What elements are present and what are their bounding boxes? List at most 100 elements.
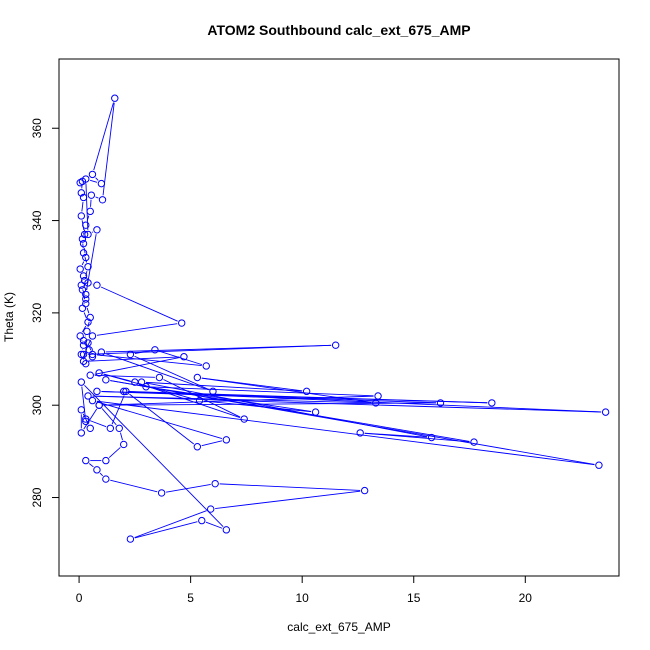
data-point bbox=[115, 424, 123, 432]
data-point bbox=[79, 249, 88, 257]
series-segment bbox=[205, 521, 223, 529]
data-point bbox=[79, 357, 88, 366]
data-point bbox=[79, 350, 88, 359]
data-point bbox=[120, 440, 128, 449]
data-point bbox=[88, 396, 97, 405]
data-point bbox=[595, 461, 603, 469]
data-point bbox=[93, 226, 101, 234]
series-segment bbox=[94, 357, 180, 375]
data-point bbox=[77, 189, 86, 197]
data-point bbox=[79, 272, 88, 280]
data-point bbox=[195, 396, 204, 405]
data-point bbox=[83, 327, 91, 336]
series-segment bbox=[93, 102, 114, 171]
data-point bbox=[126, 350, 135, 359]
series-segment bbox=[95, 196, 99, 199]
data-point bbox=[111, 94, 119, 102]
data-point bbox=[82, 290, 90, 299]
data-point bbox=[86, 207, 94, 216]
data-point bbox=[102, 456, 110, 465]
series-segment bbox=[364, 432, 470, 443]
series-segment bbox=[111, 395, 125, 425]
series-segment bbox=[89, 179, 98, 183]
data-point bbox=[82, 221, 90, 229]
series-segment bbox=[83, 312, 87, 319]
series-segment bbox=[81, 386, 86, 417]
chart-title: ATOM2 Southbound calc_ext_675_AMP bbox=[207, 22, 470, 38]
data-point bbox=[86, 424, 94, 432]
y-tick-label: 300 bbox=[30, 395, 44, 415]
data-point bbox=[82, 175, 90, 183]
series-segment bbox=[84, 257, 88, 263]
data-point bbox=[82, 456, 90, 465]
series-segment bbox=[120, 432, 123, 441]
series-segment bbox=[134, 521, 198, 539]
series-segment bbox=[103, 402, 437, 406]
data-point bbox=[102, 475, 110, 483]
data-point bbox=[193, 443, 202, 451]
data-point bbox=[77, 429, 86, 437]
data-point bbox=[436, 399, 445, 407]
data-point bbox=[80, 230, 89, 239]
data-point bbox=[86, 371, 94, 379]
data-point bbox=[84, 318, 92, 326]
data-point bbox=[79, 336, 88, 345]
series-segment bbox=[82, 413, 89, 425]
data-point bbox=[88, 350, 97, 359]
data-point bbox=[97, 348, 106, 356]
data-point bbox=[222, 436, 231, 444]
data-point bbox=[87, 191, 96, 199]
series-segment bbox=[102, 102, 115, 196]
data-point bbox=[356, 429, 364, 437]
series-segment bbox=[105, 353, 209, 391]
data-point bbox=[470, 438, 478, 446]
series-segment bbox=[96, 400, 595, 466]
series-segment bbox=[81, 201, 84, 212]
data-point bbox=[77, 378, 86, 386]
data-point bbox=[82, 415, 90, 423]
data-point bbox=[193, 373, 202, 382]
data-point bbox=[102, 376, 110, 384]
x-tick-label: 5 bbox=[187, 591, 194, 605]
data-point bbox=[126, 535, 135, 543]
series-segment bbox=[201, 440, 223, 447]
data-point bbox=[84, 230, 92, 239]
data-point bbox=[82, 299, 90, 308]
data-point bbox=[240, 415, 248, 423]
x-tick-label: 10 bbox=[296, 591, 310, 605]
series-segment bbox=[96, 323, 178, 336]
data-point bbox=[78, 304, 87, 312]
data-point bbox=[222, 526, 231, 534]
data-point bbox=[88, 170, 97, 179]
y-axis-label: Theta (K) bbox=[2, 292, 16, 342]
data-point bbox=[331, 341, 340, 349]
series-segment bbox=[96, 401, 223, 439]
x-tick-label: 0 bbox=[76, 591, 83, 605]
series-segment bbox=[138, 383, 241, 419]
data-point bbox=[209, 387, 217, 396]
data-point bbox=[98, 196, 107, 204]
series-segment bbox=[88, 463, 94, 468]
data-point bbox=[82, 417, 90, 426]
y-tick-label: 280 bbox=[30, 487, 44, 507]
data-point bbox=[77, 212, 86, 220]
series-segment bbox=[219, 483, 361, 491]
data-point bbox=[302, 387, 311, 396]
series-segment bbox=[81, 261, 85, 266]
series-segment bbox=[84, 385, 224, 527]
data-point bbox=[202, 362, 210, 370]
series-segment bbox=[89, 420, 107, 428]
data-point bbox=[120, 387, 128, 396]
series-segment bbox=[88, 356, 180, 362]
data-point bbox=[142, 383, 150, 391]
series-points bbox=[76, 94, 610, 543]
data-point bbox=[93, 281, 101, 289]
data-point bbox=[427, 433, 436, 442]
data-point bbox=[88, 332, 97, 340]
series-segment bbox=[150, 386, 374, 397]
y-axis: 280 300 320 340 360 bbox=[30, 118, 60, 508]
data-point bbox=[360, 486, 369, 495]
series-segment bbox=[101, 408, 117, 426]
data-point bbox=[151, 346, 159, 354]
